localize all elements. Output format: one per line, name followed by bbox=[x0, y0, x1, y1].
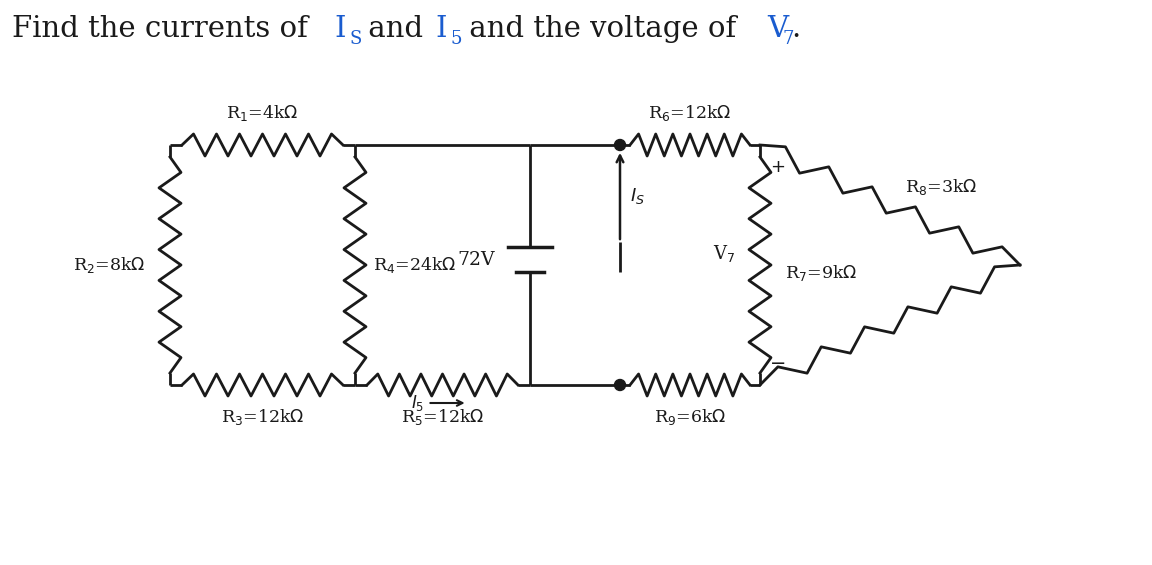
Text: 7: 7 bbox=[782, 30, 794, 48]
Text: Find the currents of: Find the currents of bbox=[12, 15, 317, 43]
Text: and: and bbox=[358, 15, 432, 43]
Text: R$_4$=24k$\Omega$: R$_4$=24k$\Omega$ bbox=[373, 255, 456, 275]
Text: R$_3$=12k$\Omega$: R$_3$=12k$\Omega$ bbox=[221, 407, 304, 427]
Text: R$_9$=6k$\Omega$: R$_9$=6k$\Omega$ bbox=[654, 407, 726, 427]
Circle shape bbox=[614, 380, 626, 390]
Text: V: V bbox=[767, 15, 788, 43]
Text: 72V: 72V bbox=[457, 251, 495, 269]
Text: I: I bbox=[334, 15, 346, 43]
Text: V$_7$: V$_7$ bbox=[713, 242, 735, 263]
Text: R$_8$=3k$\Omega$: R$_8$=3k$\Omega$ bbox=[905, 177, 977, 197]
Text: 5: 5 bbox=[450, 30, 462, 48]
Text: S: S bbox=[349, 30, 362, 48]
Text: $I_S$: $I_S$ bbox=[630, 186, 645, 206]
Text: .: . bbox=[791, 15, 801, 43]
Text: −: − bbox=[770, 354, 786, 372]
Text: $I_5$: $I_5$ bbox=[411, 393, 424, 413]
Text: +: + bbox=[771, 158, 786, 176]
Text: R$_5$=12k$\Omega$: R$_5$=12k$\Omega$ bbox=[401, 407, 484, 427]
Text: I: I bbox=[435, 15, 447, 43]
Text: R$_7$=9k$\Omega$: R$_7$=9k$\Omega$ bbox=[785, 263, 857, 283]
Text: R$_2$=8k$\Omega$: R$_2$=8k$\Omega$ bbox=[73, 255, 145, 275]
Circle shape bbox=[614, 140, 626, 150]
Text: R$_1$=4k$\Omega$: R$_1$=4k$\Omega$ bbox=[227, 103, 298, 123]
Text: and the voltage of: and the voltage of bbox=[461, 15, 745, 43]
Text: R$_6$=12k$\Omega$: R$_6$=12k$\Omega$ bbox=[649, 103, 732, 123]
